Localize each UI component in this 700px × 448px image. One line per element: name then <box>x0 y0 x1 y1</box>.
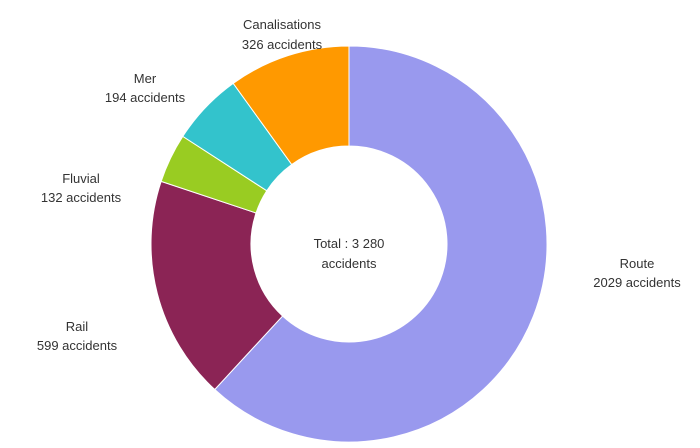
center-total-label: Total : 3 280 <box>314 236 385 251</box>
slice-labels: Route 2029 accidents Rail 599 accidents … <box>37 17 681 353</box>
slice-value-label: 326 accidents <box>242 37 323 52</box>
donut-center: Total : 3 280 accidents <box>314 236 385 271</box>
donut-slice-route <box>214 45 548 443</box>
slice-name-label: Rail <box>66 319 89 334</box>
slice-name-label: Fluvial <box>62 171 100 186</box>
slice-value-label: 132 accidents <box>41 190 122 205</box>
slice-value-label: 194 accidents <box>105 90 186 105</box>
slice-name-label: Route <box>620 256 655 271</box>
center-unit-label: accidents <box>322 256 377 271</box>
slice-value-label: 2029 accidents <box>593 275 681 290</box>
donut-slices <box>150 45 548 443</box>
donut-slice-rail <box>150 180 284 391</box>
slice-value-label: 599 accidents <box>37 338 118 353</box>
slice-name-label: Canalisations <box>243 17 322 32</box>
donut-slice-canalisations <box>232 45 350 166</box>
slice-name-label: Mer <box>134 71 157 86</box>
